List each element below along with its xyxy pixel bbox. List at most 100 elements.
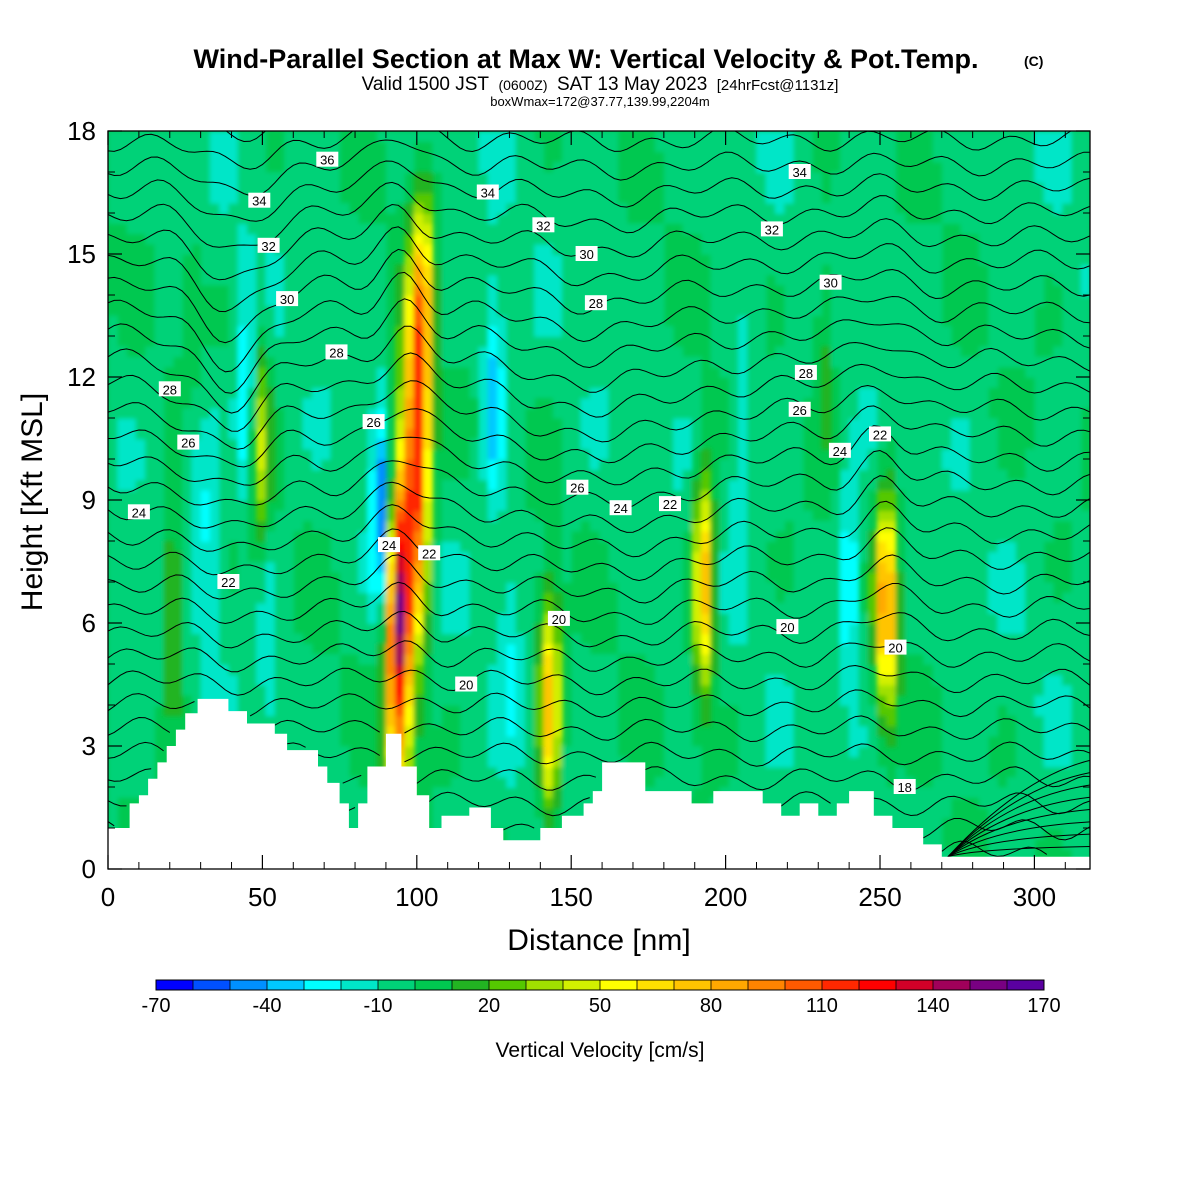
velocity-cell	[775, 705, 786, 717]
velocity-cell	[858, 428, 869, 440]
velocity-cell	[812, 776, 823, 788]
velocity-cell	[237, 377, 248, 389]
velocity-cell	[756, 469, 767, 481]
velocity-cell	[821, 776, 832, 788]
velocity-cell	[460, 694, 471, 706]
velocity-cell	[126, 674, 137, 686]
velocity-cell	[358, 336, 369, 348]
velocity-cell	[478, 274, 489, 286]
velocity-cell	[423, 582, 434, 594]
velocity-cell	[728, 459, 739, 471]
velocity-cell	[497, 325, 508, 337]
velocity-cell	[728, 674, 739, 686]
velocity-cell	[747, 151, 758, 163]
velocity-cell	[478, 295, 489, 307]
velocity-cell	[358, 387, 369, 399]
velocity-cell	[135, 756, 146, 768]
velocity-cell	[413, 520, 424, 532]
velocity-cell	[849, 653, 860, 665]
velocity-cell	[802, 766, 813, 778]
velocity-cell	[274, 715, 285, 727]
velocity-cell	[645, 315, 656, 327]
velocity-cell	[293, 131, 304, 143]
velocity-cell	[719, 469, 730, 481]
velocity-cell	[126, 756, 137, 768]
velocity-cell	[348, 387, 359, 399]
velocity-cell	[163, 223, 174, 235]
velocity-cell	[265, 336, 276, 348]
velocity-cell	[839, 664, 850, 676]
velocity-cell	[367, 407, 378, 419]
velocity-cell	[738, 530, 749, 542]
velocity-cell	[432, 397, 443, 409]
velocity-cell	[524, 520, 535, 532]
velocity-cell	[487, 561, 498, 573]
velocity-cell	[784, 243, 795, 255]
velocity-cell	[191, 161, 202, 173]
velocity-cell	[348, 469, 359, 481]
velocity-cell	[432, 705, 443, 717]
velocity-cell	[321, 223, 332, 235]
velocity-cell	[441, 530, 452, 542]
velocity-cell	[135, 694, 146, 706]
velocity-cell	[654, 530, 665, 542]
velocity-cell	[126, 664, 137, 676]
velocity-cell	[163, 623, 174, 635]
velocity-cell	[738, 520, 749, 532]
velocity-cell	[886, 510, 897, 522]
velocity-cell	[876, 797, 887, 809]
velocity-cell	[747, 582, 758, 594]
velocity-cell	[487, 295, 498, 307]
velocity-cell	[775, 366, 786, 378]
velocity-cell	[154, 530, 165, 542]
velocity-cell	[469, 633, 480, 645]
velocity-cell	[117, 623, 128, 635]
velocity-cell	[321, 377, 332, 389]
velocity-cell	[534, 141, 545, 153]
velocity-cell	[561, 254, 572, 266]
velocity-cell	[200, 500, 211, 512]
velocity-cell	[395, 520, 406, 532]
velocity-cell	[348, 325, 359, 337]
velocity-cell	[432, 325, 443, 337]
velocity-cell	[524, 202, 535, 214]
velocity-cell	[395, 592, 406, 604]
velocity-cell	[561, 192, 572, 204]
velocity-cell	[108, 643, 119, 655]
velocity-cell	[719, 592, 730, 604]
velocity-cell	[432, 387, 443, 399]
velocity-cell	[645, 377, 656, 389]
velocity-cell	[237, 643, 248, 655]
velocity-cell	[654, 131, 665, 143]
velocity-cell	[126, 151, 137, 163]
velocity-cell	[886, 623, 897, 635]
velocity-cell	[849, 643, 860, 655]
velocity-cell	[469, 141, 480, 153]
velocity-cell	[506, 694, 517, 706]
velocity-cell	[747, 346, 758, 358]
velocity-cell	[765, 612, 776, 624]
velocity-cell	[645, 479, 656, 491]
velocity-cell	[830, 172, 841, 184]
velocity-cell	[589, 202, 600, 214]
velocity-cell	[719, 182, 730, 194]
velocity-cell	[487, 469, 498, 481]
velocity-cell	[599, 448, 610, 460]
velocity-cell	[682, 213, 693, 225]
velocity-cell	[738, 592, 749, 604]
velocity-cell	[645, 387, 656, 399]
velocity-cell	[626, 428, 637, 440]
velocity-cell	[265, 469, 276, 481]
velocity-cell	[719, 325, 730, 337]
velocity-cell	[163, 346, 174, 358]
velocity-cell	[802, 192, 813, 204]
velocity-cell	[552, 223, 563, 235]
velocity-cell	[293, 500, 304, 512]
velocity-cell	[321, 295, 332, 307]
velocity-cell	[126, 182, 137, 194]
velocity-cell	[293, 295, 304, 307]
velocity-cell	[552, 756, 563, 768]
velocity-cell	[849, 264, 860, 276]
velocity-cell	[293, 715, 304, 727]
velocity-cell	[673, 469, 684, 481]
